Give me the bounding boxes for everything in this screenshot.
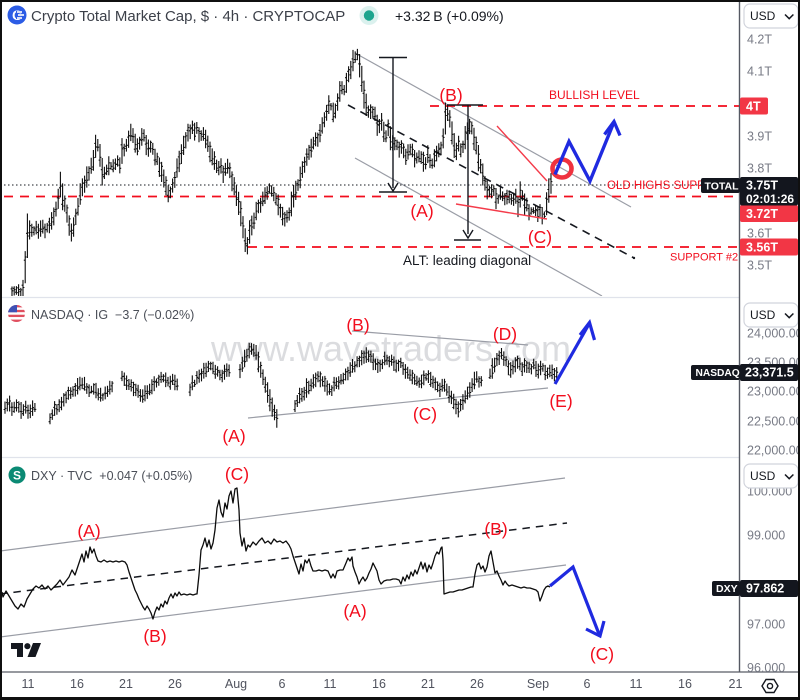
svg-text:97.000: 97.000 bbox=[747, 618, 785, 632]
svg-text:16: 16 bbox=[678, 677, 692, 691]
svg-text:23,371.5: 23,371.5 bbox=[745, 366, 794, 380]
svg-text:6: 6 bbox=[584, 677, 591, 691]
svg-text:NASDAQ · IG −3.7 (−0.02%): NASDAQ · IG −3.7 (−0.02%) bbox=[31, 308, 194, 322]
svg-text:(B): (B) bbox=[346, 315, 369, 335]
svg-text:4.2T: 4.2T bbox=[747, 33, 772, 47]
svg-text:(B): (B) bbox=[484, 519, 507, 539]
svg-text:4.1T: 4.1T bbox=[747, 65, 772, 79]
svg-text:ALT: leading diagonal: ALT: leading diagonal bbox=[403, 253, 531, 268]
svg-text:DXY · TVC +0.047 (+0.05%): DXY · TVC +0.047 (+0.05%) bbox=[31, 469, 192, 483]
svg-text:DXY: DXY bbox=[716, 583, 738, 595]
svg-text:S: S bbox=[13, 469, 21, 483]
svg-text:3.75T: 3.75T bbox=[746, 179, 778, 193]
svg-text:22,000.00: 22,000.00 bbox=[747, 444, 800, 458]
svg-text:6: 6 bbox=[279, 677, 286, 691]
svg-text:16: 16 bbox=[70, 677, 84, 691]
svg-text:(B): (B) bbox=[143, 626, 166, 646]
svg-text:3.8T: 3.8T bbox=[747, 162, 772, 176]
svg-text:(A): (A) bbox=[343, 601, 366, 621]
svg-text:+3.32 B (+0.09%): +3.32 B (+0.09%) bbox=[395, 8, 504, 24]
svg-text:3.5T: 3.5T bbox=[747, 259, 772, 273]
svg-text:C: C bbox=[12, 7, 22, 23]
svg-text:3.56T: 3.56T bbox=[746, 241, 778, 255]
svg-text:(C): (C) bbox=[590, 644, 614, 664]
svg-text:(A): (A) bbox=[77, 521, 100, 541]
svg-text:SUPPORT #2: SUPPORT #2 bbox=[670, 252, 738, 264]
svg-text:22,500.00: 22,500.00 bbox=[747, 415, 800, 429]
svg-text:(E): (E) bbox=[549, 391, 572, 411]
svg-text:3.9T: 3.9T bbox=[747, 130, 772, 144]
svg-text:(A): (A) bbox=[410, 201, 433, 221]
svg-text:97.862: 97.862 bbox=[746, 582, 784, 596]
svg-text:21: 21 bbox=[119, 677, 133, 691]
svg-text:Crypto Total Market Cap, $ · 4: Crypto Total Market Cap, $ · 4h · CRYPTO… bbox=[31, 8, 345, 25]
svg-text:(D): (D) bbox=[493, 324, 517, 344]
svg-text:11: 11 bbox=[22, 677, 35, 691]
svg-text:(C): (C) bbox=[413, 404, 437, 424]
svg-text:3.6T: 3.6T bbox=[747, 227, 772, 241]
svg-text:16: 16 bbox=[372, 677, 386, 691]
svg-text:USD: USD bbox=[750, 469, 776, 483]
svg-text:3.72T: 3.72T bbox=[746, 207, 778, 221]
svg-text:USD: USD bbox=[750, 9, 776, 23]
svg-text:TOTAL: TOTAL bbox=[705, 181, 740, 193]
svg-text:NASDAQ: NASDAQ bbox=[696, 368, 740, 379]
svg-text:26: 26 bbox=[168, 677, 182, 691]
svg-text:USD: USD bbox=[750, 308, 776, 322]
svg-text:(B): (B) bbox=[439, 85, 462, 105]
svg-text:21: 21 bbox=[729, 677, 743, 691]
svg-text:(A): (A) bbox=[222, 426, 245, 446]
svg-text:(C): (C) bbox=[225, 464, 249, 484]
svg-text:Aug: Aug bbox=[225, 677, 247, 691]
svg-text:23,000.00: 23,000.00 bbox=[747, 385, 800, 399]
svg-text:99.000: 99.000 bbox=[747, 529, 785, 543]
svg-text:11: 11 bbox=[324, 677, 337, 691]
svg-text:11: 11 bbox=[630, 677, 643, 691]
svg-text:Sep: Sep bbox=[527, 677, 549, 691]
svg-text:BULLISH LEVEL: BULLISH LEVEL bbox=[549, 88, 640, 102]
svg-text:(C): (C) bbox=[528, 227, 552, 247]
svg-text:96.000: 96.000 bbox=[747, 661, 785, 675]
svg-text:4T: 4T bbox=[746, 100, 761, 114]
svg-text:24,000.00: 24,000.00 bbox=[747, 327, 800, 341]
svg-text:OLD HIGHS SUPPORT: OLD HIGHS SUPPORT bbox=[607, 180, 729, 192]
svg-text:21: 21 bbox=[421, 677, 435, 691]
svg-text:26: 26 bbox=[470, 677, 484, 691]
svg-text:02:01:26: 02:01:26 bbox=[746, 192, 794, 206]
